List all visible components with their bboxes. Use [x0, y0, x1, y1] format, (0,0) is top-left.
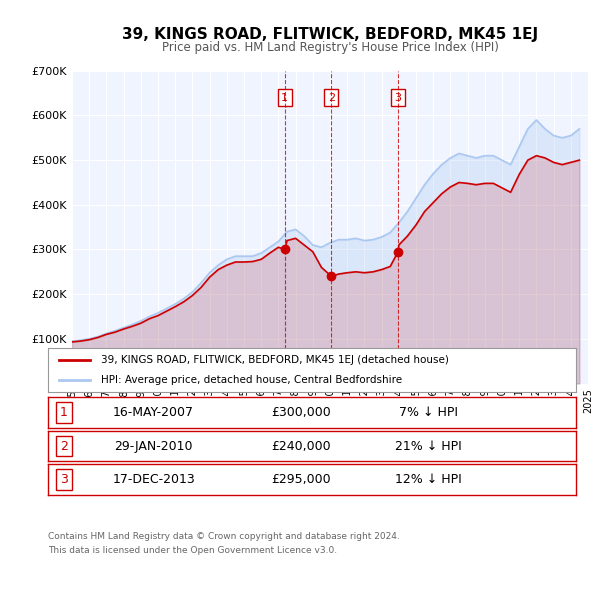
Text: £240,000: £240,000	[272, 440, 331, 453]
Text: Contains HM Land Registry data © Crown copyright and database right 2024.: Contains HM Land Registry data © Crown c…	[48, 532, 400, 540]
Text: 3: 3	[60, 473, 68, 486]
Text: 17-DEC-2013: 17-DEC-2013	[112, 473, 195, 486]
Text: 39, KINGS ROAD, FLITWICK, BEDFORD, MK45 1EJ (detached house): 39, KINGS ROAD, FLITWICK, BEDFORD, MK45 …	[101, 356, 449, 365]
Text: 1: 1	[281, 93, 288, 103]
Text: 39, KINGS ROAD, FLITWICK, BEDFORD, MK45 1EJ: 39, KINGS ROAD, FLITWICK, BEDFORD, MK45 …	[122, 27, 538, 41]
Text: 16-MAY-2007: 16-MAY-2007	[113, 406, 194, 419]
Text: HPI: Average price, detached house, Central Bedfordshire: HPI: Average price, detached house, Cent…	[101, 375, 402, 385]
Text: 2: 2	[60, 440, 68, 453]
Text: This data is licensed under the Open Government Licence v3.0.: This data is licensed under the Open Gov…	[48, 546, 337, 555]
Text: £300,000: £300,000	[272, 406, 331, 419]
Text: Price paid vs. HM Land Registry's House Price Index (HPI): Price paid vs. HM Land Registry's House …	[161, 41, 499, 54]
Text: 7% ↓ HPI: 7% ↓ HPI	[398, 406, 458, 419]
Text: 2: 2	[328, 93, 335, 103]
Text: 21% ↓ HPI: 21% ↓ HPI	[395, 440, 461, 453]
Text: 3: 3	[395, 93, 401, 103]
Text: 12% ↓ HPI: 12% ↓ HPI	[395, 473, 461, 486]
Text: 1: 1	[60, 406, 68, 419]
Text: 29-JAN-2010: 29-JAN-2010	[115, 440, 193, 453]
Text: £295,000: £295,000	[272, 473, 331, 486]
